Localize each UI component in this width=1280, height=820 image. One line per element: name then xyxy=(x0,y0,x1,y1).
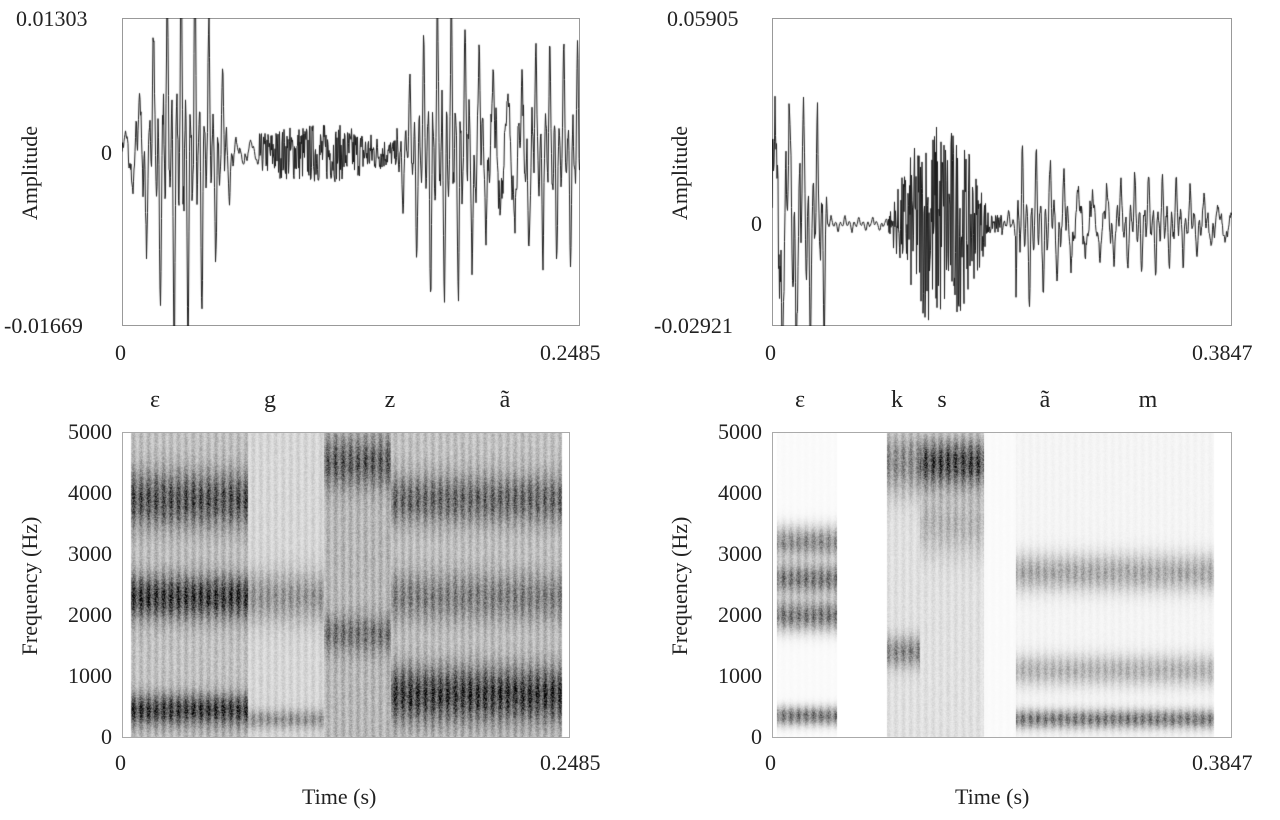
spectrogram-image xyxy=(772,432,1232,737)
y-axis-label: Frequency (Hz) xyxy=(667,516,692,656)
segment-label: ε xyxy=(149,387,161,413)
segment-label: k xyxy=(891,387,903,413)
y-tick: 5000 xyxy=(718,419,762,444)
y-tick: 4000 xyxy=(68,480,112,505)
y-tick: 2000 xyxy=(718,602,762,627)
y-tick: 3000 xyxy=(68,541,112,566)
x-tick-start: 0 xyxy=(115,750,126,775)
y-tick: 0 xyxy=(751,724,762,749)
y-tick: 2000 xyxy=(68,602,112,627)
x-axis-label: Time (s) xyxy=(302,784,377,809)
y-tick-zero: 0 xyxy=(101,140,112,165)
y-tick-min: -0.02921 xyxy=(654,313,733,338)
x-tick-end: 0.2485 xyxy=(540,750,601,775)
y-tick-max: 0.05905 xyxy=(667,6,739,31)
y-axis-label: Amplitude xyxy=(667,125,692,221)
y-axis-label: Amplitude xyxy=(17,125,42,221)
waveform-trace xyxy=(122,18,580,326)
y-tick-zero: 0 xyxy=(751,211,762,236)
segment-label: ε xyxy=(794,387,806,413)
spectrogram-image xyxy=(122,432,570,737)
y-tick: 1000 xyxy=(718,663,762,688)
plot-frame xyxy=(122,432,570,738)
x-tick-start: 0 xyxy=(765,340,776,365)
x-tick-start: 0 xyxy=(765,750,776,775)
y-tick: 4000 xyxy=(718,480,762,505)
y-tick: 0 xyxy=(101,724,112,749)
segment-label: m xyxy=(1138,387,1158,413)
waveform-trace xyxy=(772,18,1232,326)
y-tick-min: -0.01669 xyxy=(4,313,83,338)
y-tick: 5000 xyxy=(68,419,112,444)
x-tick-end: 0.3847 xyxy=(1192,340,1253,365)
y-axis-label: Frequency (Hz) xyxy=(17,516,42,656)
y-tick-max: 0.01303 xyxy=(16,6,88,31)
segment-label: ã xyxy=(499,387,511,413)
y-tick: 3000 xyxy=(718,541,762,566)
x-axis-label: Time (s) xyxy=(955,784,1030,809)
x-tick-start: 0 xyxy=(115,340,126,365)
x-tick-end: 0.3847 xyxy=(1192,750,1253,775)
segment-label: s xyxy=(937,387,947,413)
segment-label: g xyxy=(264,387,276,413)
plot-frame xyxy=(772,432,1232,738)
segment-label: ã xyxy=(1039,387,1051,413)
segment-label: z xyxy=(384,387,396,413)
x-tick-end: 0.2485 xyxy=(540,340,601,365)
y-tick: 1000 xyxy=(68,663,112,688)
